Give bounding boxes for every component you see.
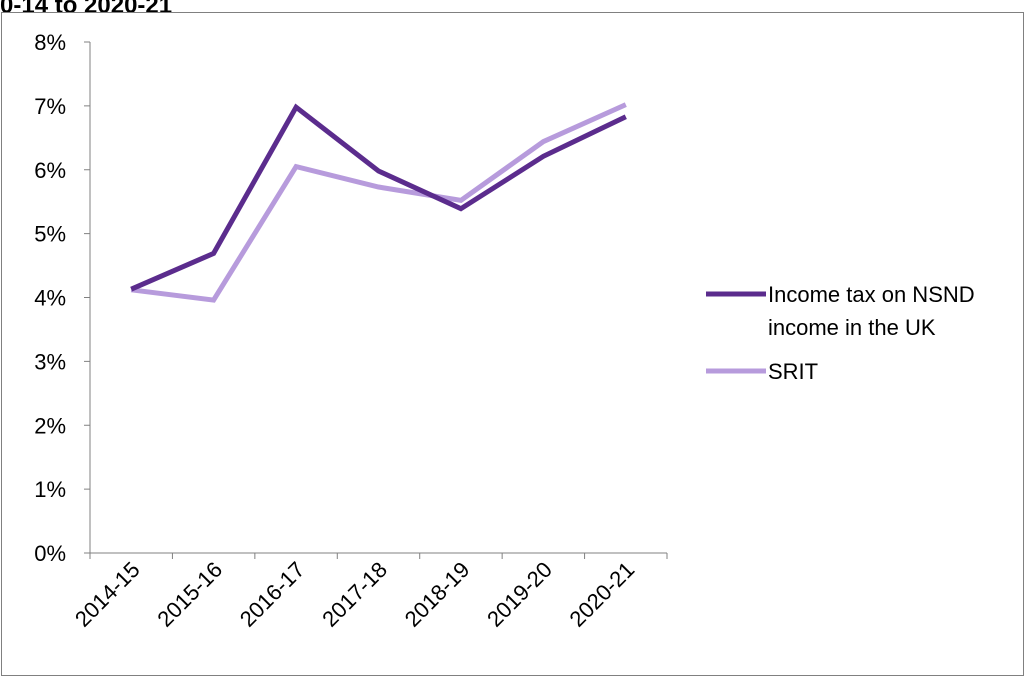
y-tick-label: 4% xyxy=(34,286,66,311)
legend-label: Income tax on NSND xyxy=(768,282,975,307)
x-tick-label: 2014-15 xyxy=(70,557,145,632)
x-tick-label: 2020-21 xyxy=(565,557,640,632)
legend-label: SRIT xyxy=(768,359,818,384)
y-tick-label: 0% xyxy=(34,541,66,566)
y-tick-label: 8% xyxy=(34,30,66,55)
legend-label: income in the UK xyxy=(768,315,936,340)
series-line xyxy=(130,103,627,292)
chart-axes: 0%1%2%3%4%5%6%7%8%2014-15 2015-16 2016-17 2… xyxy=(34,30,668,632)
chart-series xyxy=(130,102,627,303)
y-tick-label: 5% xyxy=(34,222,66,247)
y-tick-label: 2% xyxy=(34,413,66,438)
x-tick-label: 2015-16 xyxy=(152,557,227,632)
x-tick-label: 2016-17 xyxy=(235,557,310,632)
x-tick-label: 2018-19 xyxy=(400,557,475,632)
x-tick-label: 2019-20 xyxy=(482,557,557,632)
series-line xyxy=(130,102,627,303)
y-tick-label: 1% xyxy=(34,477,66,502)
x-tick-label: 2017-18 xyxy=(317,557,392,632)
chart-legend: Income tax on NSND income in the UK SRIT xyxy=(706,282,975,384)
y-tick-label: 7% xyxy=(34,94,66,119)
y-tick-label: 3% xyxy=(34,349,66,374)
page-title: 0-14 to 2020-21 xyxy=(0,0,173,19)
y-tick-label: 6% xyxy=(34,158,66,183)
